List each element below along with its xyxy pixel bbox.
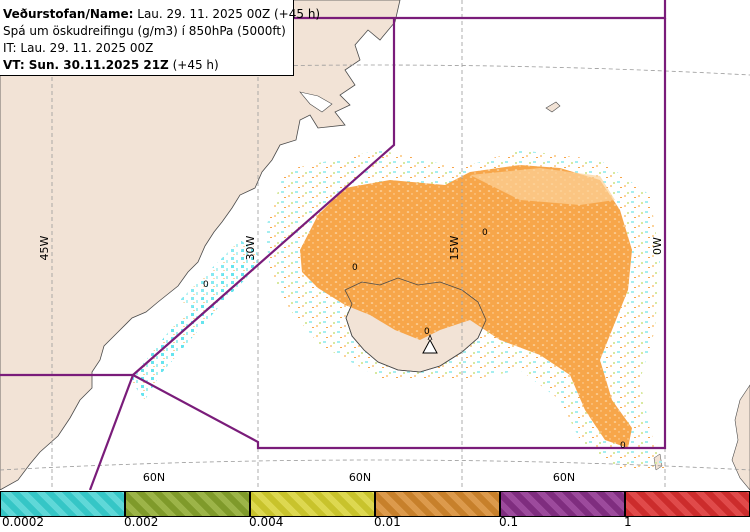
contour-labels: 0 0 0 0 0 [203, 228, 626, 451]
contour-label: 0 [203, 280, 209, 290]
iceland-outline [344, 277, 487, 373]
legend-swatch-cyan [0, 491, 125, 517]
lon-label-30w: 30W [244, 235, 257, 260]
issuer-label: Veðurstofan/Name: [3, 7, 134, 21]
forecast-info-box: Veðurstofan/Name: Lau. 29. 11. 2025 00Z … [0, 0, 320, 76]
lon-label-15w: 15W [448, 235, 461, 260]
longitude-labels: 45W 30W 15W 0W [38, 235, 664, 260]
info-line-2: Spá um öskudreifingu (g/m3) í 850hPa (50… [3, 24, 286, 38]
legend-tick-3: 0.01 [374, 515, 401, 529]
fir-boundary [0, 0, 667, 491]
concentration-legend [0, 490, 750, 532]
latitude-labels: 60N 60N 60N [143, 471, 575, 484]
issue-time: Lau. 29. 11. 2025 00Z (+45 h) [137, 7, 321, 21]
info-line-1: Veðurstofan/Name: Lau. 29. 11. 2025 00Z … [3, 6, 320, 23]
contour-label: 0 [482, 228, 488, 238]
jan-mayen-island [545, 101, 561, 113]
lon-label-0w: 0W [651, 237, 664, 255]
legend-swatch-yellow [250, 491, 375, 517]
lat-label-1: 60N [143, 471, 165, 484]
norway-coast [731, 384, 750, 491]
ash-light-fringe [470, 168, 615, 205]
legend-swatch-orange [375, 491, 500, 517]
lon-label-45w: 45W [38, 235, 51, 260]
ash-concentration-main [300, 165, 632, 448]
legend-swatch-purple [500, 491, 625, 517]
legend-tick-0: 0.0002 [2, 515, 44, 529]
contour-label: 0 [620, 441, 626, 451]
greenland-fjord [299, 91, 333, 113]
info-line-3: IT: Lau. 29. 11. 2025 00Z [3, 41, 154, 55]
contour-label: 0 [352, 263, 358, 273]
legend-tick-5: 1 [624, 515, 632, 529]
legend-tick-2: 0.004 [249, 515, 284, 529]
greenland-landmass [0, 0, 401, 491]
volcano-icon [422, 333, 438, 354]
valid-time: VT: Sun. 30.11.2025 21Z [3, 58, 169, 72]
legend-tick-1: 0.002 [124, 515, 159, 529]
legend-swatch-red [625, 491, 750, 517]
ash-cyan-band-2 [180, 240, 255, 312]
legend-swatch-olive [125, 491, 250, 517]
ash-dispersion-map: 45W 30W 15W 0W 60N 60N 60N 0 0 0 0 0 [0, 0, 750, 491]
lat-label-3: 60N [553, 471, 575, 484]
lat-label-2: 60N [349, 471, 371, 484]
contour-label: 0 [424, 327, 430, 337]
info-line-4: VT: Sun. 30.11.2025 21Z (+45 h) [3, 57, 293, 74]
lead-time: (+45 h) [172, 58, 219, 72]
legend-tick-4: 0.1 [499, 515, 519, 529]
